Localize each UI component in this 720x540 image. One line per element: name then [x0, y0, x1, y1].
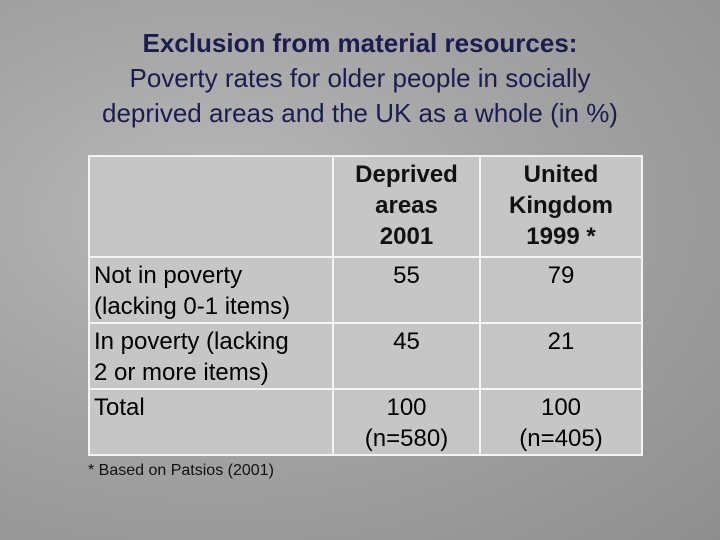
header-text: areas	[375, 192, 438, 219]
header-cell: Deprived areas 2001	[332, 155, 481, 258]
cell-text: 55	[393, 262, 420, 289]
cell-text: (n=405)	[519, 425, 603, 452]
header-row: Deprived areas 2001 United Kingdom 1999 …	[88, 155, 643, 258]
cell-text: 21	[547, 328, 575, 355]
header-text: Kingdom	[509, 192, 613, 219]
title-line: deprived areas and the UK as a whole (in…	[102, 98, 618, 128]
header-cell: United Kingdom 1999 *	[479, 155, 643, 258]
row-label: Not in poverty (lacking 0-1 items)	[88, 256, 334, 324]
table-row: Total 100 (n=580) 100 (n=405)	[88, 388, 643, 456]
title-line: Poverty rates for older people in social…	[129, 63, 591, 93]
cell: 79	[479, 256, 643, 324]
table-row: Not in poverty (lacking 0-1 items) 55 79	[88, 256, 643, 324]
row-label: Total	[88, 388, 334, 456]
cell: 100 (n=580)	[332, 388, 481, 456]
cell: 55	[332, 256, 481, 324]
cell: 45	[332, 322, 481, 390]
cell-text: Not in poverty	[94, 262, 243, 289]
cell-text: In poverty (lacking	[94, 328, 289, 355]
cell-text: 79	[547, 262, 575, 289]
title-line: Exclusion from material resources:	[142, 28, 578, 58]
cell-text: 45	[393, 328, 420, 355]
cell-text: 2 or more items)	[94, 359, 269, 386]
cell: 21	[479, 322, 643, 390]
poverty-table: Deprived areas 2001 United Kingdom 1999 …	[88, 155, 643, 456]
cell-text: 100	[540, 394, 582, 421]
header-text: 1999 *	[526, 223, 596, 250]
row-label: In poverty (lacking 2 or more items)	[88, 322, 334, 390]
cell-text: (n=580)	[364, 425, 449, 452]
footnote: * Based on Patsios (2001)	[88, 462, 274, 479]
header-text: Deprived	[355, 161, 458, 188]
cell-text: Total	[94, 394, 145, 421]
header-text: United	[523, 161, 599, 188]
cell-text: (lacking 0-1 items)	[94, 293, 291, 320]
header-text: 2001	[379, 223, 434, 250]
cell-text: 100	[386, 394, 427, 421]
title: Exclusion from material resources: Pover…	[0, 26, 720, 131]
cell: 100 (n=405)	[479, 388, 643, 456]
header-cell	[88, 155, 334, 258]
table-row: In poverty (lacking 2 or more items) 45 …	[88, 322, 643, 390]
